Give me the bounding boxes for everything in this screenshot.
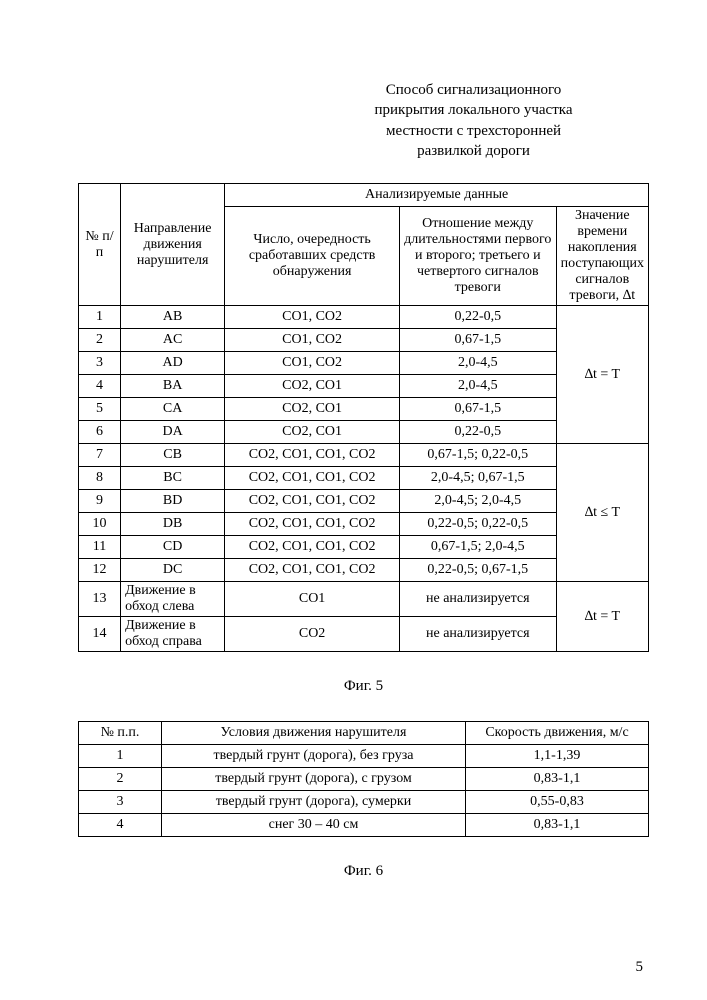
cell-dir: AC bbox=[121, 329, 225, 352]
head-dt: Значение времени накопления поступающих … bbox=[556, 207, 648, 306]
cell-dir: DB bbox=[121, 513, 225, 536]
cell-num: 8 bbox=[79, 467, 121, 490]
cell-num: 5 bbox=[79, 398, 121, 421]
cell-dir: BC bbox=[121, 467, 225, 490]
cell-cond: снег 30 – 40 см bbox=[162, 814, 466, 837]
cell-num: 6 bbox=[79, 421, 121, 444]
cell-cond: твердый грунт (дорога), без груза bbox=[162, 745, 466, 768]
cell-ratio: 0,67-1,5; 0,22-0,5 bbox=[399, 444, 556, 467]
cell-num: 9 bbox=[79, 490, 121, 513]
cell-seq: СО2, СО1, СО1, СО2 bbox=[225, 444, 400, 467]
cell-seq: СО2, СО1, СО1, СО2 bbox=[225, 490, 400, 513]
table-row: 1 AB СО1, СО2 0,22-0,5 ∆t = T bbox=[79, 306, 649, 329]
cell-num: 7 bbox=[79, 444, 121, 467]
figure-label-5: Фиг. 5 bbox=[78, 678, 649, 695]
cell-num: 12 bbox=[79, 559, 121, 582]
cell-num: 3 bbox=[79, 352, 121, 375]
table-row: 13 Движение в обход слева СО1 не анализи… bbox=[79, 582, 649, 617]
head-group: Анализируемые данные bbox=[225, 184, 649, 207]
cell-seq: СО2, СО1, СО1, СО2 bbox=[225, 467, 400, 490]
cell-num: 13 bbox=[79, 582, 121, 617]
head-num: № п.п. bbox=[79, 722, 162, 745]
cell-dt-group: ∆t = T bbox=[556, 582, 648, 652]
cell-seq: СО1, СО2 bbox=[225, 306, 400, 329]
cell-dir: CB bbox=[121, 444, 225, 467]
title-line: Способ сигнализационного bbox=[386, 82, 562, 98]
page-number: 5 bbox=[636, 959, 644, 976]
cell-dir: DA bbox=[121, 421, 225, 444]
cell-num: 11 bbox=[79, 536, 121, 559]
cell-num: 2 bbox=[79, 329, 121, 352]
table-fig6: № п.п. Условия движения нарушителя Скоро… bbox=[78, 721, 649, 837]
cell-ratio: 0,22-0,5; 0,22-0,5 bbox=[399, 513, 556, 536]
cell-seq: СО2, СО1, СО1, СО2 bbox=[225, 536, 400, 559]
cell-seq: СО2, СО1, СО1, СО2 bbox=[225, 559, 400, 582]
table-row: 3 твердый грунт (дорога), сумерки 0,55-0… bbox=[79, 791, 649, 814]
cell-num: 1 bbox=[79, 306, 121, 329]
cell-seq: СО2, СО1 bbox=[225, 375, 400, 398]
cell-speed: 0,83-1,1 bbox=[466, 768, 649, 791]
cell-ratio: 0,22-0,5 bbox=[399, 306, 556, 329]
cell-seq: СО1, СО2 bbox=[225, 352, 400, 375]
document-title: Способ сигнализационного прикрытия локал… bbox=[78, 80, 649, 161]
cell-ratio: 0,22-0,5; 0,67-1,5 bbox=[399, 559, 556, 582]
cell-seq: СО2 bbox=[225, 617, 400, 652]
cell-speed: 0,83-1,1 bbox=[466, 814, 649, 837]
cell-dir: BA bbox=[121, 375, 225, 398]
cell-seq: СО2, СО1 bbox=[225, 421, 400, 444]
cell-seq: СО1, СО2 bbox=[225, 329, 400, 352]
cell-dt-group: ∆t ≤ T bbox=[556, 444, 648, 582]
cell-num: 4 bbox=[79, 375, 121, 398]
head-dir: Направление движения нарушителя bbox=[121, 184, 225, 306]
head-cond: Условия движения нарушителя bbox=[162, 722, 466, 745]
head-ratio: Отношение между длительностями первого и… bbox=[399, 207, 556, 306]
cell-seq: СО2, СО1, СО1, СО2 bbox=[225, 513, 400, 536]
cell-ratio: 2,0-4,5 bbox=[399, 375, 556, 398]
page: Способ сигнализационного прикрытия локал… bbox=[0, 0, 707, 1000]
table-row: 7 CB СО2, СО1, СО1, СО2 0,67-1,5; 0,22-0… bbox=[79, 444, 649, 467]
cell-ratio: 0,22-0,5 bbox=[399, 421, 556, 444]
cell-dir: CD bbox=[121, 536, 225, 559]
cell-num: 10 bbox=[79, 513, 121, 536]
cell-ratio: 2,0-4,5; 2,0-4,5 bbox=[399, 490, 556, 513]
table-fig5: № п/п Направление движения нарушителя Ан… bbox=[78, 183, 649, 652]
cell-seq: СО2, СО1 bbox=[225, 398, 400, 421]
cell-num: 14 bbox=[79, 617, 121, 652]
cell-dir: BD bbox=[121, 490, 225, 513]
cell-dir: Движение в обход слева bbox=[121, 582, 225, 617]
cell-num: 2 bbox=[79, 768, 162, 791]
cell-num: 3 bbox=[79, 791, 162, 814]
cell-dir: AD bbox=[121, 352, 225, 375]
figure-label-6: Фиг. 6 bbox=[78, 863, 649, 880]
cell-cond: твердый грунт (дорога), сумерки bbox=[162, 791, 466, 814]
cell-ratio: 0,67-1,5 bbox=[399, 329, 556, 352]
cell-ratio: не анализируется bbox=[399, 582, 556, 617]
cell-ratio: 2,0-4,5 bbox=[399, 352, 556, 375]
head-seq: Число, очередность сработавших средств о… bbox=[225, 207, 400, 306]
cell-seq: СО1 bbox=[225, 582, 400, 617]
table-row: 2 твердый грунт (дорога), с грузом 0,83-… bbox=[79, 768, 649, 791]
head-num: № п/п bbox=[79, 184, 121, 306]
title-line: прикрытия локального участка bbox=[374, 102, 572, 118]
title-line: развилкой дороги bbox=[417, 143, 530, 159]
head-speed: Скорость движения, м/с bbox=[466, 722, 649, 745]
cell-num: 1 bbox=[79, 745, 162, 768]
cell-dir: Движение в обход справа bbox=[121, 617, 225, 652]
cell-ratio: не анализируется bbox=[399, 617, 556, 652]
cell-dir: AB bbox=[121, 306, 225, 329]
cell-ratio: 2,0-4,5; 0,67-1,5 bbox=[399, 467, 556, 490]
cell-ratio: 0,67-1,5; 2,0-4,5 bbox=[399, 536, 556, 559]
cell-dt-group: ∆t = T bbox=[556, 306, 648, 444]
table-row: 1 твердый грунт (дорога), без груза 1,1-… bbox=[79, 745, 649, 768]
cell-num: 4 bbox=[79, 814, 162, 837]
cell-dir: DC bbox=[121, 559, 225, 582]
table-row: 4 снег 30 – 40 см 0,83-1,1 bbox=[79, 814, 649, 837]
cell-dir: CA bbox=[121, 398, 225, 421]
cell-cond: твердый грунт (дорога), с грузом bbox=[162, 768, 466, 791]
cell-ratio: 0,67-1,5 bbox=[399, 398, 556, 421]
cell-speed: 0,55-0,83 bbox=[466, 791, 649, 814]
title-line: местности с трехсторонней bbox=[386, 123, 561, 139]
cell-speed: 1,1-1,39 bbox=[466, 745, 649, 768]
